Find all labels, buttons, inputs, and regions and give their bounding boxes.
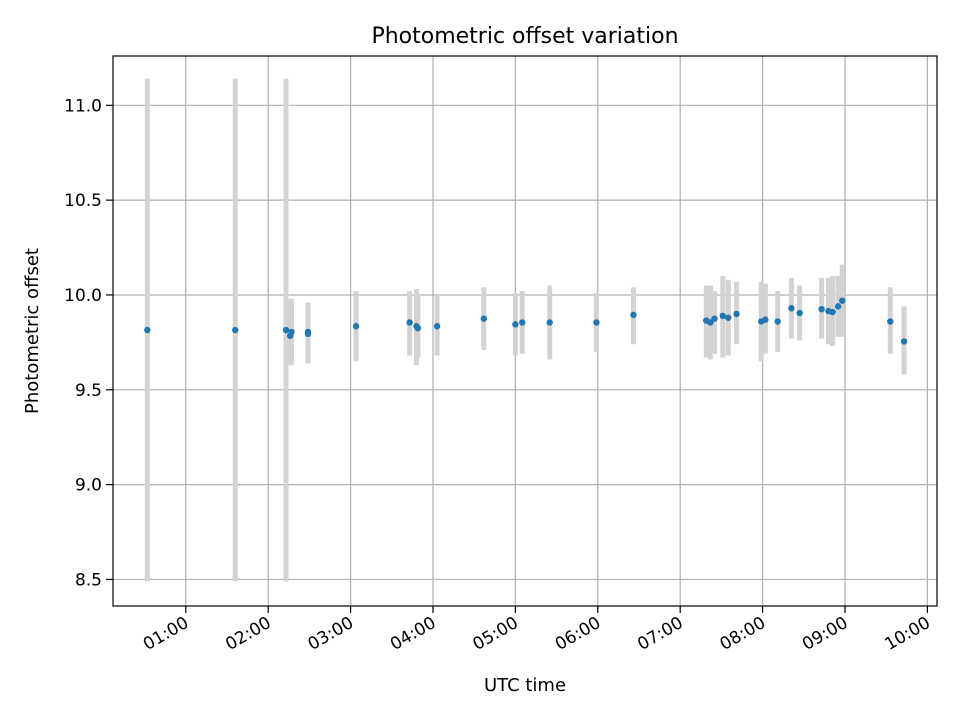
- data-point: [733, 310, 740, 318]
- data-point: [304, 328, 312, 336]
- data-point: [406, 319, 413, 326]
- y-tick-label: 8.5: [75, 570, 102, 590]
- data-point: [630, 311, 637, 319]
- data-point: [519, 319, 526, 326]
- data-point: [288, 328, 295, 336]
- data-point: [829, 308, 836, 316]
- data-point: [887, 318, 894, 325]
- plot-frame: [112, 55, 938, 607]
- data-point: [282, 326, 290, 334]
- data-point: [433, 323, 441, 330]
- y-axis: 8.5 9.0 9.5 10.0 10.5 11.0: [64, 96, 113, 590]
- data-point: [725, 314, 732, 321]
- data-point: [796, 309, 803, 317]
- data-point: [711, 315, 718, 322]
- y-tick-label: 9.5: [75, 381, 102, 401]
- y-axis-label: Photometric offset: [22, 248, 43, 414]
- data-point: [774, 318, 781, 325]
- y-tick-label: 9.0: [75, 476, 102, 496]
- data-point: [788, 305, 795, 312]
- data-point: [762, 316, 769, 323]
- data-point: [719, 312, 726, 320]
- data-points: [144, 297, 908, 345]
- data-point: [352, 323, 360, 330]
- data-point: [144, 326, 151, 334]
- y-tick-label: 10.5: [64, 191, 102, 211]
- data-point: [707, 319, 714, 326]
- data-point: [834, 303, 842, 310]
- data-point: [900, 338, 908, 345]
- data-point: [546, 319, 553, 326]
- data-point: [512, 321, 519, 328]
- data-point: [414, 324, 422, 332]
- data-point: [480, 315, 487, 322]
- y-tick-label: 10.0: [64, 286, 102, 306]
- y-tick-label: 11.0: [64, 96, 102, 116]
- data-point: [818, 305, 825, 313]
- data-point: [232, 326, 239, 334]
- chart-title: Photometric offset variation: [371, 24, 678, 49]
- data-point: [839, 297, 846, 304]
- data-point: [593, 319, 600, 326]
- x-axis-label: UTC time: [484, 675, 566, 696]
